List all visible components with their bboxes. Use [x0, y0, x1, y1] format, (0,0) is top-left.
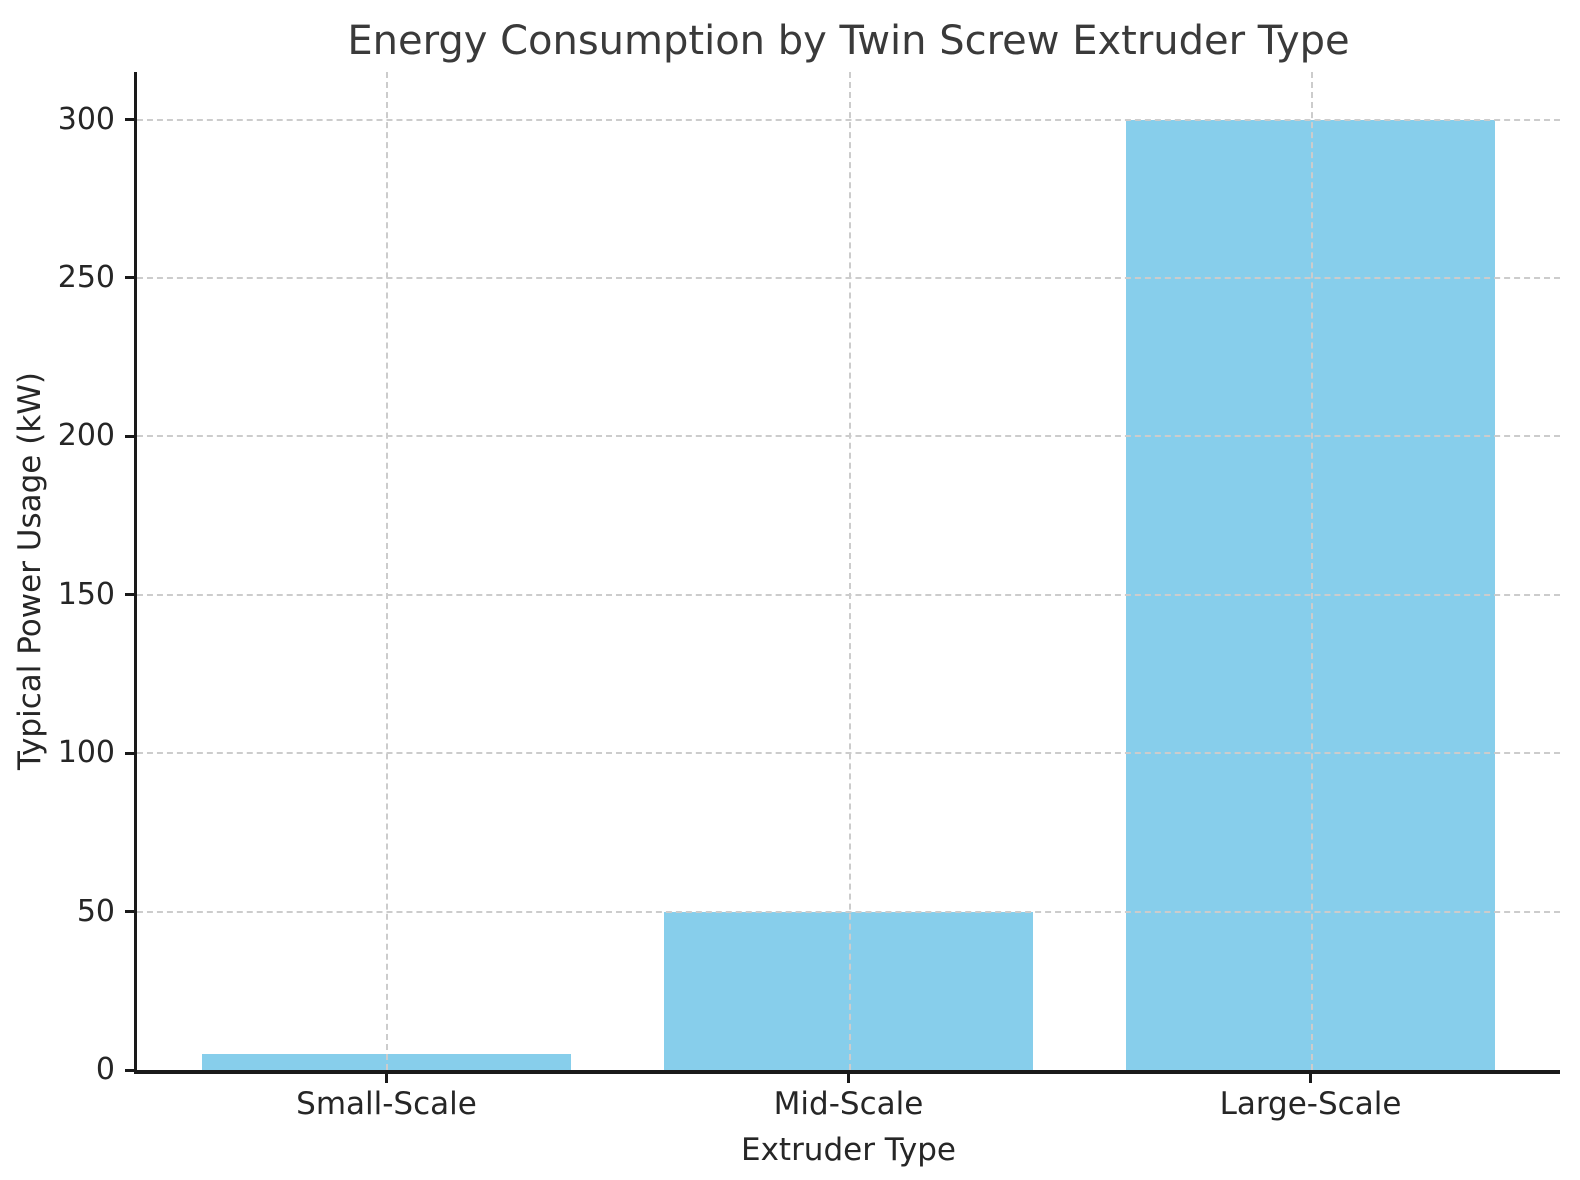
y-tick-label: 200: [57, 418, 115, 454]
x-tick-mark: [1309, 1074, 1312, 1083]
y-tick-label: 100: [57, 735, 115, 771]
chart-title: Energy Consumption by Twin Screw Extrude…: [347, 18, 1350, 64]
gridline-horizontal: [137, 593, 1560, 596]
plot-area: Energy Consumption by Twin Screw Extrude…: [12, 18, 1560, 1168]
bar-small-scale: [201, 1054, 572, 1070]
x-tick-label: Small-Scale: [296, 1086, 477, 1122]
gridline-horizontal: [137, 910, 1560, 913]
y-tick-mark: [125, 276, 134, 280]
gridline-vertical: [1310, 72, 1313, 1070]
x-axis-label: Extruder Type: [740, 1132, 957, 1168]
y-axis-label: Typical Power Usage (kW): [12, 371, 48, 771]
y-tick-mark: [125, 593, 134, 597]
bar-mid-scale: [663, 911, 1034, 1070]
y-tick-mark: [125, 1068, 134, 1072]
gridline-horizontal: [137, 752, 1560, 755]
y-tick-label: 250: [57, 259, 115, 295]
y-tick-mark: [125, 434, 134, 438]
y-tick-label: 150: [57, 576, 115, 612]
y-tick-label: 50: [76, 893, 115, 929]
gridline-horizontal: [137, 435, 1560, 438]
y-tick-label: 0: [95, 1052, 115, 1087]
x-tick-label: Mid-Scale: [773, 1086, 924, 1122]
y-tick-label: 300: [57, 101, 115, 137]
gridline-horizontal: [137, 276, 1560, 279]
y-tick-mark: [125, 910, 134, 914]
y-tick-mark: [125, 751, 134, 755]
y-tick-mark: [125, 118, 134, 122]
gridline-vertical: [386, 72, 389, 1070]
x-tick-mark: [384, 1074, 388, 1083]
x-tick-label: Large-Scale: [1219, 1086, 1402, 1122]
x-axis-spine: [134, 1070, 1560, 1074]
y-axis-spine: [134, 72, 137, 1073]
gridline-horizontal: [137, 118, 1560, 121]
x-tick-mark: [847, 1074, 850, 1083]
gridline-vertical: [848, 72, 851, 1070]
